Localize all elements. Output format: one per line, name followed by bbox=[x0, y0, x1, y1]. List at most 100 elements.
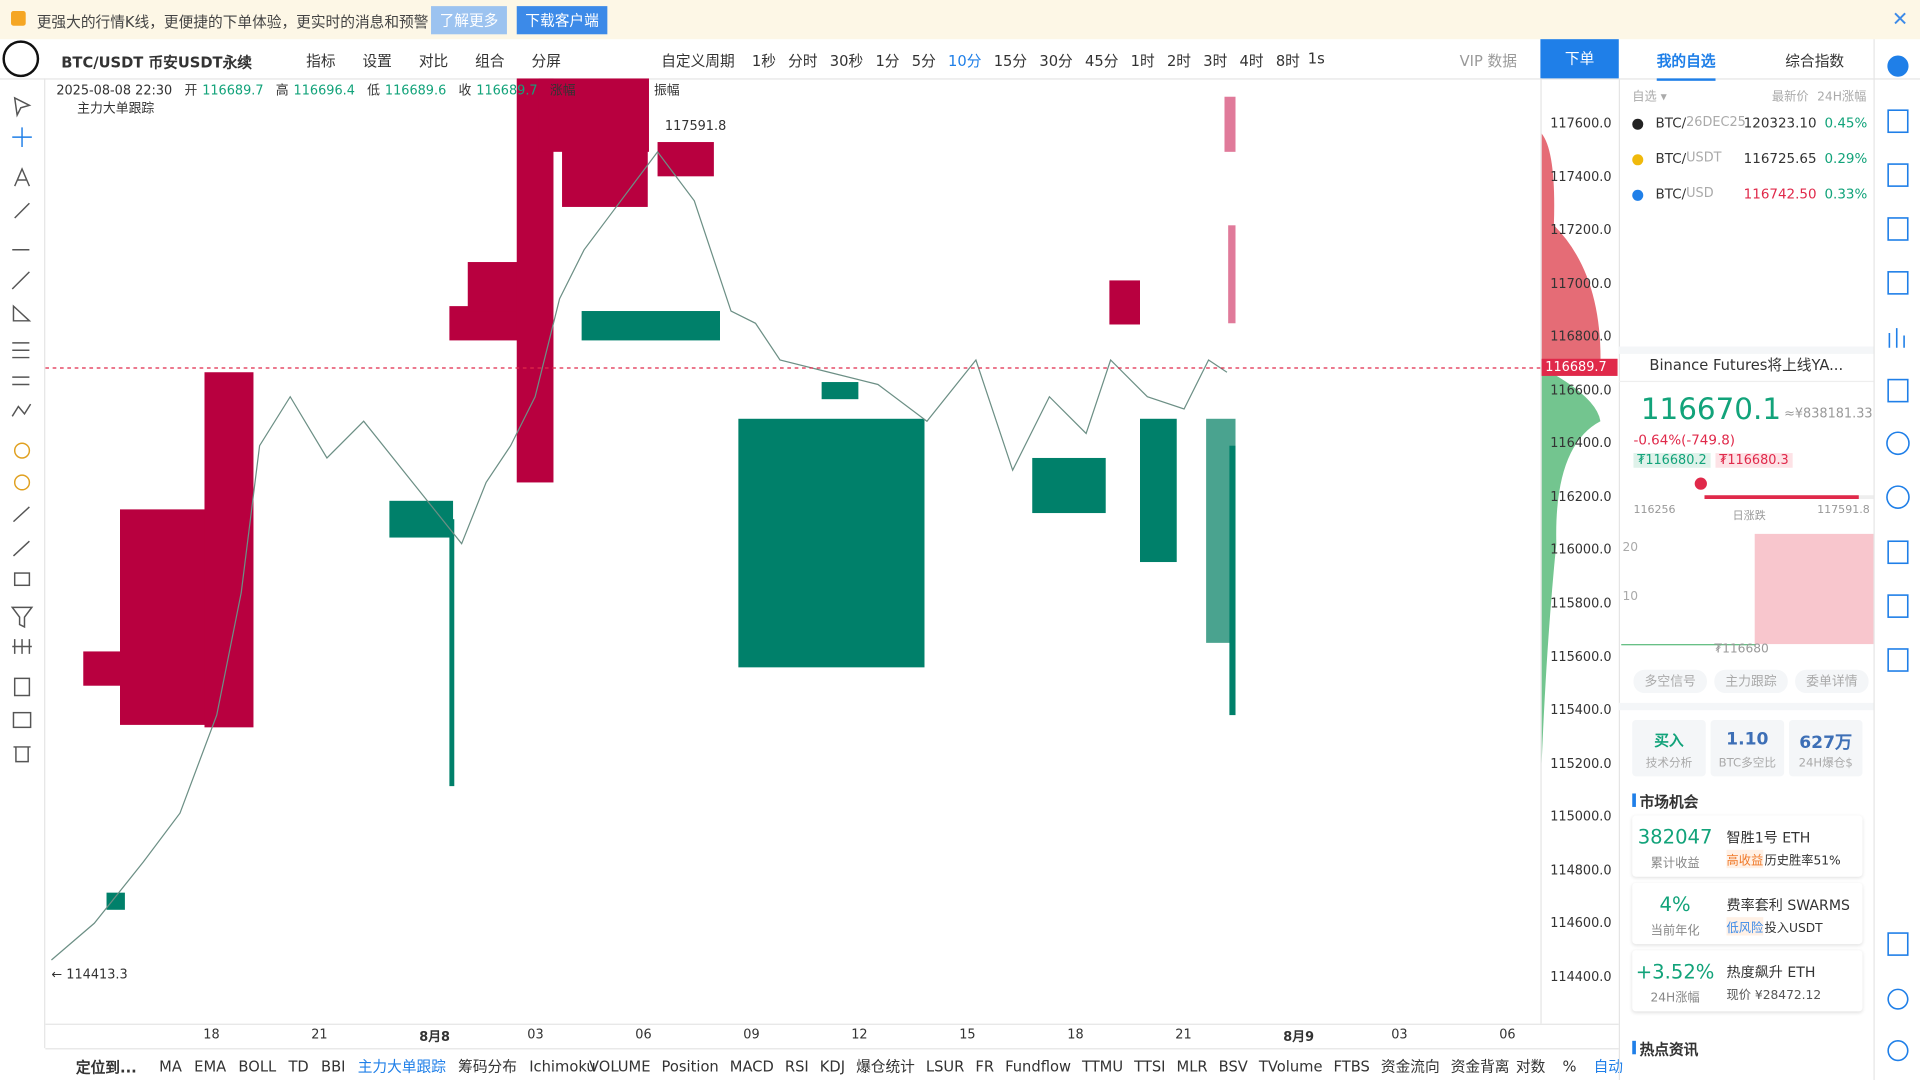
indicator[interactable]: 资金流向 bbox=[1380, 1057, 1440, 1076]
sell-block bbox=[1224, 96, 1236, 152]
depth-bid bbox=[1621, 644, 1756, 646]
depth-price: ₮116680 bbox=[1714, 642, 1769, 657]
order-button[interactable]: 下单 bbox=[1540, 39, 1619, 79]
divider bbox=[1618, 346, 1874, 354]
download[interactable]: 下载客户端 bbox=[516, 6, 608, 35]
opp-value-label: 24H涨幅 bbox=[1650, 991, 1700, 1006]
indicator[interactable]: BBI bbox=[320, 1057, 346, 1075]
price-axis bbox=[1540, 78, 1620, 1024]
big-price: 116670.1 bbox=[1640, 391, 1782, 427]
custom-period[interactable]: 自定义周期 bbox=[661, 52, 735, 70]
indicator[interactable]: LSUR bbox=[925, 1057, 965, 1075]
right-tab[interactable]: 综合指数 bbox=[1785, 52, 1845, 70]
indicator[interactable]: 爆仓统计 bbox=[856, 1057, 915, 1076]
pair-quote[interactable]: USDT bbox=[1686, 150, 1722, 166]
period[interactable]: 3时 bbox=[1203, 52, 1228, 70]
period[interactable]: 2时 bbox=[1166, 52, 1191, 70]
signal-tab[interactable]: 主力跟踪 bbox=[1714, 669, 1788, 694]
toolbar-item[interactable]: 分屏 bbox=[531, 52, 561, 70]
indicator[interactable]: TTSI bbox=[1134, 1057, 1166, 1075]
axis-mode[interactable]: 对数 bbox=[1515, 1057, 1546, 1076]
period[interactable]: 1时 bbox=[1130, 52, 1155, 70]
period[interactable]: 4时 bbox=[1239, 52, 1264, 70]
locate[interactable]: 定位到... bbox=[75, 1059, 137, 1077]
right-panel bbox=[1618, 78, 1875, 1081]
ask: ₮116680.3 bbox=[1715, 453, 1793, 468]
toolbar-item[interactable]: 组合 bbox=[475, 52, 505, 70]
indicator[interactable]: MLR bbox=[1176, 1057, 1208, 1075]
indicator[interactable]: VOLUME bbox=[588, 1057, 651, 1075]
indicator[interactable]: MA bbox=[159, 1057, 182, 1075]
period[interactable]: 8时 bbox=[1275, 52, 1300, 70]
depth-ask bbox=[1754, 533, 1874, 645]
period[interactable]: 1秒 bbox=[751, 52, 776, 70]
toolbar-item[interactable]: 指标 bbox=[306, 52, 336, 70]
opp-card[interactable] bbox=[1632, 950, 1863, 1012]
period[interactable]: 1分 bbox=[875, 52, 900, 70]
stat-value: 627万 bbox=[1799, 733, 1853, 754]
buy-block bbox=[738, 418, 925, 668]
stat-card[interactable] bbox=[1632, 720, 1706, 777]
opp-value: 382047 bbox=[1637, 825, 1713, 849]
vip[interactable]: VIP 数据 bbox=[1459, 52, 1517, 70]
signal-tab[interactable]: 委单详情 bbox=[1795, 669, 1869, 694]
last-price: 120323.10 bbox=[1743, 115, 1817, 132]
watch-header-cell: 24H涨幅 bbox=[1817, 90, 1867, 105]
range-high: 117591.8 bbox=[1817, 504, 1870, 517]
indicator[interactable]: Position bbox=[661, 1057, 719, 1075]
close[interactable]: ✕ bbox=[1891, 7, 1909, 31]
pair-base[interactable]: BTC/ bbox=[1655, 186, 1687, 203]
toolbar-item[interactable]: 对比 bbox=[418, 52, 449, 70]
period[interactable]: 15分 bbox=[993, 52, 1028, 70]
stat-card[interactable] bbox=[1710, 720, 1785, 777]
ohlc-value: 116696.4 bbox=[293, 82, 355, 98]
period[interactable]: 30秒 bbox=[829, 52, 864, 70]
indicator[interactable]: FTBS bbox=[1333, 1057, 1370, 1075]
indicator[interactable]: TVolume bbox=[1258, 1057, 1323, 1075]
pair-base[interactable]: BTC/ bbox=[1655, 115, 1687, 132]
axis-mode[interactable]: % bbox=[1562, 1057, 1577, 1075]
indicator[interactable]: Ichimoku bbox=[529, 1057, 596, 1075]
right-tab[interactable]: 我的自选 bbox=[1656, 50, 1716, 81]
axis-mode[interactable]: 自动 bbox=[1593, 1057, 1623, 1076]
range-low: 116256 bbox=[1633, 504, 1676, 517]
coin-icon bbox=[1632, 154, 1644, 166]
period[interactable]: 30分 bbox=[1039, 52, 1073, 70]
indicator[interactable]: KDJ bbox=[819, 1057, 846, 1075]
indicator[interactable]: BOLL bbox=[238, 1057, 277, 1075]
range-label: 日涨跌 bbox=[1732, 510, 1766, 523]
toolbar-item[interactable]: 设置 bbox=[362, 52, 392, 70]
indicator[interactable]: TD bbox=[288, 1057, 309, 1075]
indicator[interactable]: RSI bbox=[784, 1057, 809, 1075]
interval[interactable]: 1s bbox=[1307, 50, 1325, 68]
period[interactable]: 45分 bbox=[1084, 52, 1119, 70]
symbol[interactable]: BTC/USDT 币安USDT永续 bbox=[61, 53, 252, 72]
sell-block bbox=[657, 142, 714, 177]
indicator[interactable]: Fundflow bbox=[1005, 1057, 1071, 1075]
buy-block bbox=[581, 311, 721, 341]
learn-more[interactable]: 了解更多 bbox=[431, 6, 507, 35]
period[interactable]: 5分 bbox=[911, 52, 936, 70]
price-tick: 116000.0 bbox=[1550, 542, 1612, 558]
pair-quote[interactable]: 26DEC25 bbox=[1686, 115, 1746, 130]
signal-tab[interactable]: 多空信号 bbox=[1633, 669, 1707, 694]
depth-tick: 10 bbox=[1622, 590, 1639, 604]
ohlc-label: 高 bbox=[275, 83, 289, 98]
period[interactable]: 分时 bbox=[788, 52, 818, 70]
indicator[interactable]: 资金背离 bbox=[1450, 1057, 1510, 1076]
pair-quote[interactable]: USD bbox=[1686, 186, 1714, 201]
indicator[interactable]: 主力大单跟踪 bbox=[357, 1057, 446, 1076]
indicator[interactable]: EMA bbox=[194, 1057, 227, 1075]
indicator[interactable]: MACD bbox=[729, 1057, 774, 1075]
divider bbox=[1618, 702, 1874, 711]
period[interactable]: 10分 bbox=[948, 52, 982, 70]
stat-value: 买入 bbox=[1654, 732, 1684, 750]
indicator[interactable]: 筹码分布 bbox=[458, 1057, 517, 1076]
indicator[interactable]: TTMU bbox=[1081, 1057, 1124, 1075]
pair-base[interactable]: BTC/ bbox=[1655, 150, 1687, 167]
stat-card[interactable] bbox=[1788, 720, 1863, 777]
indicator[interactable]: FR bbox=[975, 1057, 995, 1075]
indicator[interactable]: BSV bbox=[1218, 1057, 1248, 1075]
time-tick: 03 bbox=[1391, 1027, 1408, 1043]
depth-profile bbox=[1541, 133, 1601, 765]
